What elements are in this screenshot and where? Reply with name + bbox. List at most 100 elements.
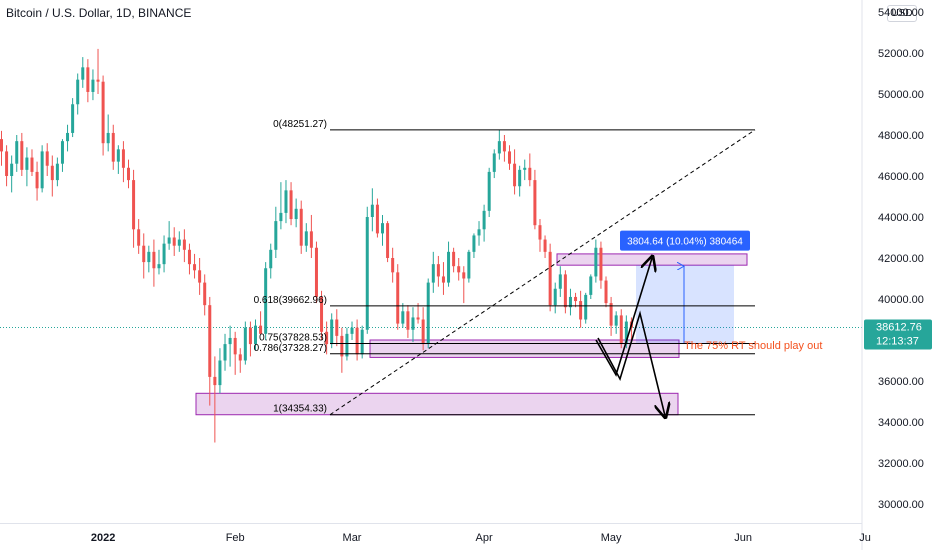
candle-body <box>248 327 252 345</box>
candle-body <box>477 229 481 236</box>
candle-body <box>411 317 415 330</box>
candle-body <box>533 180 537 226</box>
candle-body <box>0 139 3 152</box>
candle-body <box>375 204 379 234</box>
current-price-tag <box>864 319 932 350</box>
candle-body <box>101 81 105 144</box>
candle-body <box>10 163 14 176</box>
candle-body <box>106 132 110 144</box>
y-tick-label: 30000.00 <box>878 499 924 511</box>
candle-body <box>584 294 588 320</box>
candle-body <box>309 231 313 248</box>
candle-body <box>76 79 80 105</box>
y-tick-label: 34000.00 <box>878 417 924 429</box>
candle-body <box>228 337 232 345</box>
candle-body <box>223 344 227 361</box>
y-tick-label: 52000.00 <box>878 48 924 60</box>
candle-body <box>187 249 191 265</box>
candle-body <box>589 276 593 295</box>
candle-body <box>127 167 130 181</box>
candle-body <box>208 305 212 377</box>
candle-body <box>421 319 425 345</box>
candle-body <box>294 208 298 220</box>
candle-body <box>274 221 278 250</box>
fib-trend-line <box>329 129 756 416</box>
measure-label: 3804.64 (10.04%) 380464 <box>627 237 743 248</box>
retracement-zone <box>369 339 680 358</box>
candle-body <box>604 280 608 304</box>
candle-body <box>345 333 349 357</box>
candle-body <box>157 264 161 269</box>
candle-body <box>523 167 527 170</box>
candle-body <box>548 251 552 306</box>
candle-body <box>391 258 395 273</box>
candle-body <box>314 247 318 297</box>
candle-body <box>66 132 70 142</box>
candle-body <box>360 329 364 355</box>
candle-body <box>162 243 166 265</box>
x-tick-label: Feb <box>226 532 245 544</box>
candle-body <box>218 360 222 386</box>
candle-body <box>599 247 603 281</box>
candle-body <box>142 245 146 263</box>
current-price-label: 38612.76 <box>876 321 922 333</box>
candle-body <box>177 239 181 246</box>
candle-body <box>502 141 506 152</box>
candle-body <box>482 210 486 230</box>
candle-body <box>40 151 44 189</box>
candle-body <box>30 157 34 172</box>
candle-body <box>431 264 435 283</box>
chart-title: Bitcoin / U.S. Dollar, 1D, BINANCE <box>6 6 192 20</box>
candle-body <box>447 251 451 283</box>
candle-body <box>20 141 24 170</box>
candle-body <box>304 231 308 246</box>
candle-body <box>213 376 217 386</box>
candle-body <box>111 132 115 162</box>
candle-body <box>243 327 247 361</box>
y-tick-label: 32000.00 <box>878 458 924 470</box>
annotation-text: The 75% RT should play out <box>684 340 822 352</box>
bullish-projection-arrow <box>595 258 652 377</box>
candle-body <box>15 141 19 164</box>
candle-body <box>91 79 95 92</box>
y-tick-label: 46000.00 <box>878 171 924 183</box>
fib-label: 0.786(37328.27) <box>254 343 327 354</box>
candle-body <box>60 141 64 164</box>
candle-body <box>198 270 202 283</box>
candle-body <box>152 251 156 269</box>
candle-body <box>594 247 598 277</box>
fib-label: 0.618(39662.96) <box>254 295 327 306</box>
candle-body <box>457 266 461 273</box>
candle-body <box>406 311 410 330</box>
candle-body <box>350 327 354 334</box>
countdown-label: 12:13:37 <box>876 335 919 347</box>
candle-body <box>182 239 186 250</box>
candle-body <box>355 327 359 355</box>
candle-body <box>147 251 151 263</box>
candle-body <box>497 141 501 154</box>
candle-body <box>624 321 628 345</box>
candle-body <box>121 149 125 168</box>
candle-body <box>35 171 39 189</box>
candle-body <box>320 296 324 332</box>
candle-body <box>254 325 257 345</box>
candle-body <box>233 337 237 355</box>
y-tick-label: 40000.00 <box>878 294 924 306</box>
candle-body <box>492 153 496 172</box>
currency-button[interactable]: USD <box>887 5 917 22</box>
y-tick-label: 36000.00 <box>878 376 924 388</box>
candle-body <box>340 335 344 357</box>
y-tick-label: 44000.00 <box>878 212 924 224</box>
candle-body <box>325 331 329 345</box>
candle-body <box>25 157 29 170</box>
candle-body <box>508 151 511 164</box>
candle-body <box>203 282 207 306</box>
y-tick-label: 48000.00 <box>878 130 924 142</box>
candle-body <box>619 315 623 345</box>
candle-body <box>279 212 283 222</box>
candle-body <box>452 251 456 267</box>
candle-body <box>563 274 567 308</box>
candle-body <box>396 272 400 324</box>
candle-body <box>462 272 466 279</box>
candle-body <box>386 223 390 258</box>
